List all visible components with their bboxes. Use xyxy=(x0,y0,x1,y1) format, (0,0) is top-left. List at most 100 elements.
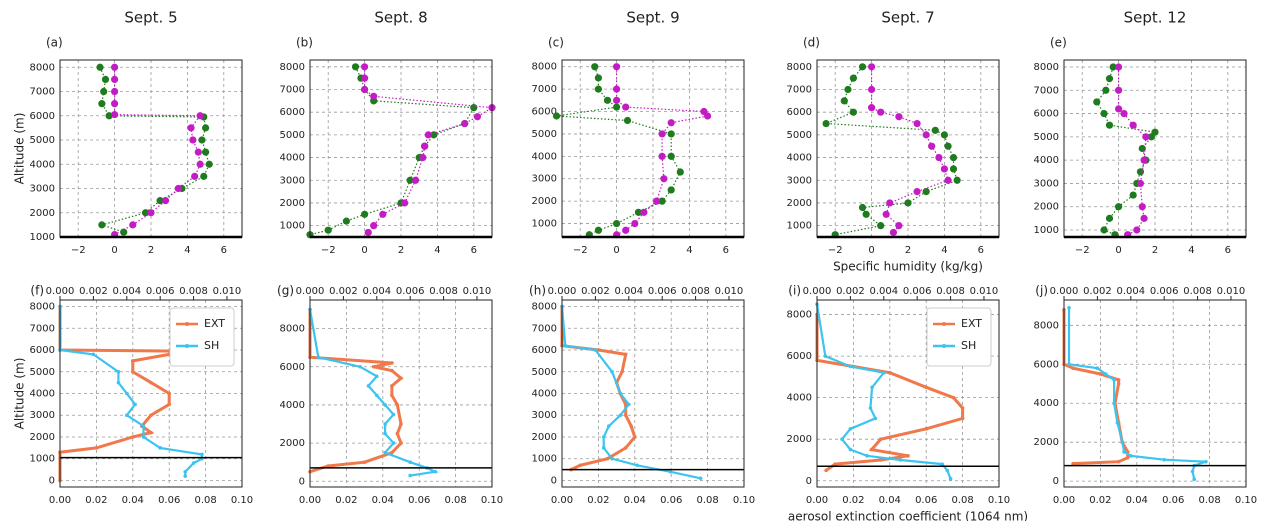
x-tick-label: 4 xyxy=(686,245,692,256)
data-point xyxy=(605,456,610,461)
y-tick-label: 7000 xyxy=(30,87,55,98)
x-tick-label: 0.10 xyxy=(481,495,503,506)
x-tick-label: 0.04 xyxy=(624,495,646,506)
data-point xyxy=(1192,477,1197,482)
data-point xyxy=(1128,454,1133,458)
data-point xyxy=(1190,469,1195,474)
data-point xyxy=(111,87,119,96)
data-point xyxy=(391,441,396,445)
x2-tick-label: 0.010 xyxy=(970,286,999,297)
data-point xyxy=(120,228,128,236)
data-point xyxy=(951,395,956,400)
data-point xyxy=(361,74,369,82)
panel-label: (a) xyxy=(46,36,63,50)
series-line xyxy=(309,66,475,236)
y-tick-label: 6000 xyxy=(532,345,557,356)
data-point xyxy=(823,354,828,358)
data-point xyxy=(1147,133,1155,141)
data-point xyxy=(849,74,858,82)
data-point xyxy=(844,85,852,94)
x-tick-label: 2 xyxy=(148,245,154,256)
data-point xyxy=(1115,203,1123,211)
chart-title: Sept. 12 xyxy=(1124,9,1187,27)
data-point xyxy=(91,352,96,357)
x-tick-label: −2 xyxy=(828,245,843,256)
x-tick-label: 4 xyxy=(184,245,190,256)
data-point xyxy=(370,222,378,230)
x-tick-label: 0 xyxy=(111,245,117,256)
x-tick-label: 0.00 xyxy=(49,495,71,506)
x-tick-label: 0.00 xyxy=(1053,495,1075,506)
y-tick-label: 1000 xyxy=(1034,225,1059,236)
data-point xyxy=(613,103,621,111)
y-tick-label: 4000 xyxy=(787,153,812,164)
data-point xyxy=(131,435,135,439)
data-point xyxy=(1105,121,1114,129)
data-point xyxy=(1067,362,1071,367)
data-point xyxy=(364,228,372,237)
data-point xyxy=(361,85,369,94)
data-point xyxy=(704,112,712,120)
data-point xyxy=(640,208,648,216)
data-point xyxy=(391,412,396,417)
y-tick-label: 0 xyxy=(551,475,557,486)
data-point xyxy=(149,413,153,418)
y-tick-label: 3000 xyxy=(787,175,812,186)
y-axis-label: Altitude (m) xyxy=(13,358,27,430)
x-tick-label: 6 xyxy=(471,245,477,256)
data-point xyxy=(374,374,379,379)
data-point xyxy=(149,380,153,385)
data-point xyxy=(868,104,876,112)
data-point xyxy=(421,142,429,150)
panel-label: (e) xyxy=(1050,36,1067,50)
data-point xyxy=(326,464,331,468)
x-tick-label: 0.02 xyxy=(85,495,107,506)
data-point xyxy=(623,413,628,418)
x-tick-label: 0.02 xyxy=(1089,495,1111,506)
data-point xyxy=(906,454,910,458)
data-point xyxy=(1122,450,1126,454)
x2-tick-label: 0.004 xyxy=(112,286,141,297)
x-tick-label: 0 xyxy=(613,245,619,256)
data-point xyxy=(351,63,360,71)
y-tick-label: 0 xyxy=(806,476,812,487)
data-point xyxy=(886,199,894,207)
y-tick-label: 5000 xyxy=(30,367,55,378)
x-tick-label: 6 xyxy=(978,245,984,256)
plot-frame xyxy=(816,299,1000,488)
data-point xyxy=(960,406,965,410)
data-point xyxy=(924,427,928,431)
x2-tick-label: 0.002 xyxy=(79,286,108,297)
x-tick-label: 0.04 xyxy=(372,495,394,506)
y-tick-label: 8000 xyxy=(1034,62,1059,73)
data-point xyxy=(593,348,598,352)
x2-tick-label: 0.008 xyxy=(681,286,710,297)
data-point xyxy=(424,131,432,139)
series-line xyxy=(560,306,701,480)
x2-tick-label: 0.002 xyxy=(581,286,610,297)
x2-tick-label: 0.004 xyxy=(614,286,643,297)
data-point xyxy=(606,424,611,428)
data-point xyxy=(1116,378,1121,382)
data-point xyxy=(945,468,950,473)
data-point xyxy=(658,130,666,138)
data-point xyxy=(406,176,414,184)
data-point xyxy=(111,100,119,108)
y-tick-label: 0 xyxy=(299,476,305,487)
x-tick-label: 0.08 xyxy=(696,495,718,506)
data-point xyxy=(913,188,921,196)
legend-label: SH xyxy=(961,339,976,352)
panel-label: (j) xyxy=(1035,284,1048,298)
data-point xyxy=(379,210,387,218)
data-point xyxy=(1095,366,1100,370)
y-tick-label: 6000 xyxy=(30,111,55,122)
series-line xyxy=(58,306,203,477)
x-tick-label: 0.10 xyxy=(988,495,1010,506)
data-point xyxy=(824,468,828,473)
x-tick-label: 0.08 xyxy=(1198,495,1220,506)
data-point xyxy=(594,226,603,234)
data-point xyxy=(1071,366,1075,370)
x-tick-label: 0.04 xyxy=(122,495,144,506)
data-point xyxy=(596,348,601,352)
